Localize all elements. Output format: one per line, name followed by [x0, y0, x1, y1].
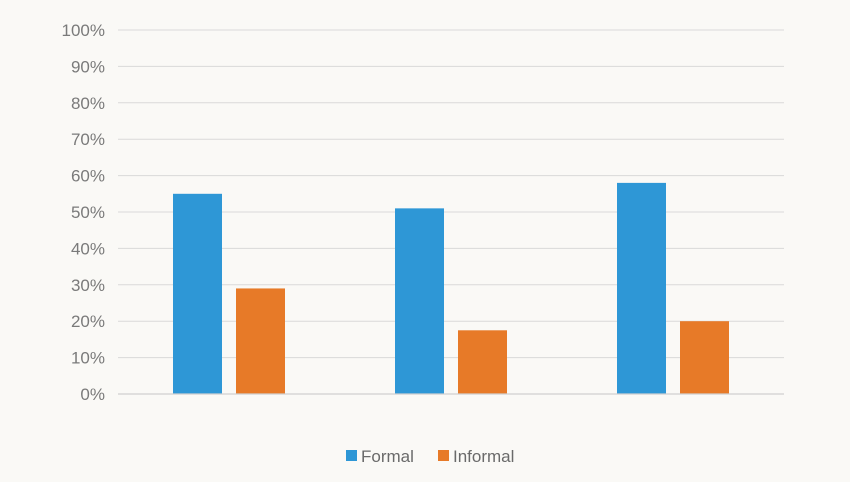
gridlines	[118, 29, 784, 359]
y-tick-label: 60%	[71, 167, 105, 186]
y-tick-label: 50%	[71, 203, 105, 222]
bar-formal-2	[395, 208, 444, 394]
y-tick-label: 0%	[80, 385, 105, 404]
legend-label-informal: Informal	[453, 447, 514, 466]
y-tick-label: 90%	[71, 57, 105, 76]
bar-informal-1	[236, 288, 285, 394]
y-tick-label: 10%	[71, 349, 105, 368]
y-tick-label: 80%	[71, 94, 105, 113]
bar-informal-3	[680, 321, 729, 394]
y-tick-label: 30%	[71, 276, 105, 295]
y-tick-label: 20%	[71, 312, 105, 331]
bar-informal-2	[458, 330, 507, 394]
legend: Formal Informal	[346, 447, 514, 466]
y-tick-label: 100%	[62, 21, 105, 40]
y-tick-label: 40%	[71, 239, 105, 258]
y-axis-tick-labels: 0% 10% 20% 30% 40% 50% 60% 70% 80% 90% 100%	[62, 21, 105, 404]
legend-swatch-formal	[346, 450, 357, 461]
legend-label-formal: Formal	[361, 447, 414, 466]
y-tick-label: 70%	[71, 130, 105, 149]
bar-formal-3	[617, 182, 666, 394]
legend-swatch-informal	[438, 450, 449, 461]
bars	[173, 182, 729, 394]
bar-formal-1	[173, 193, 222, 394]
